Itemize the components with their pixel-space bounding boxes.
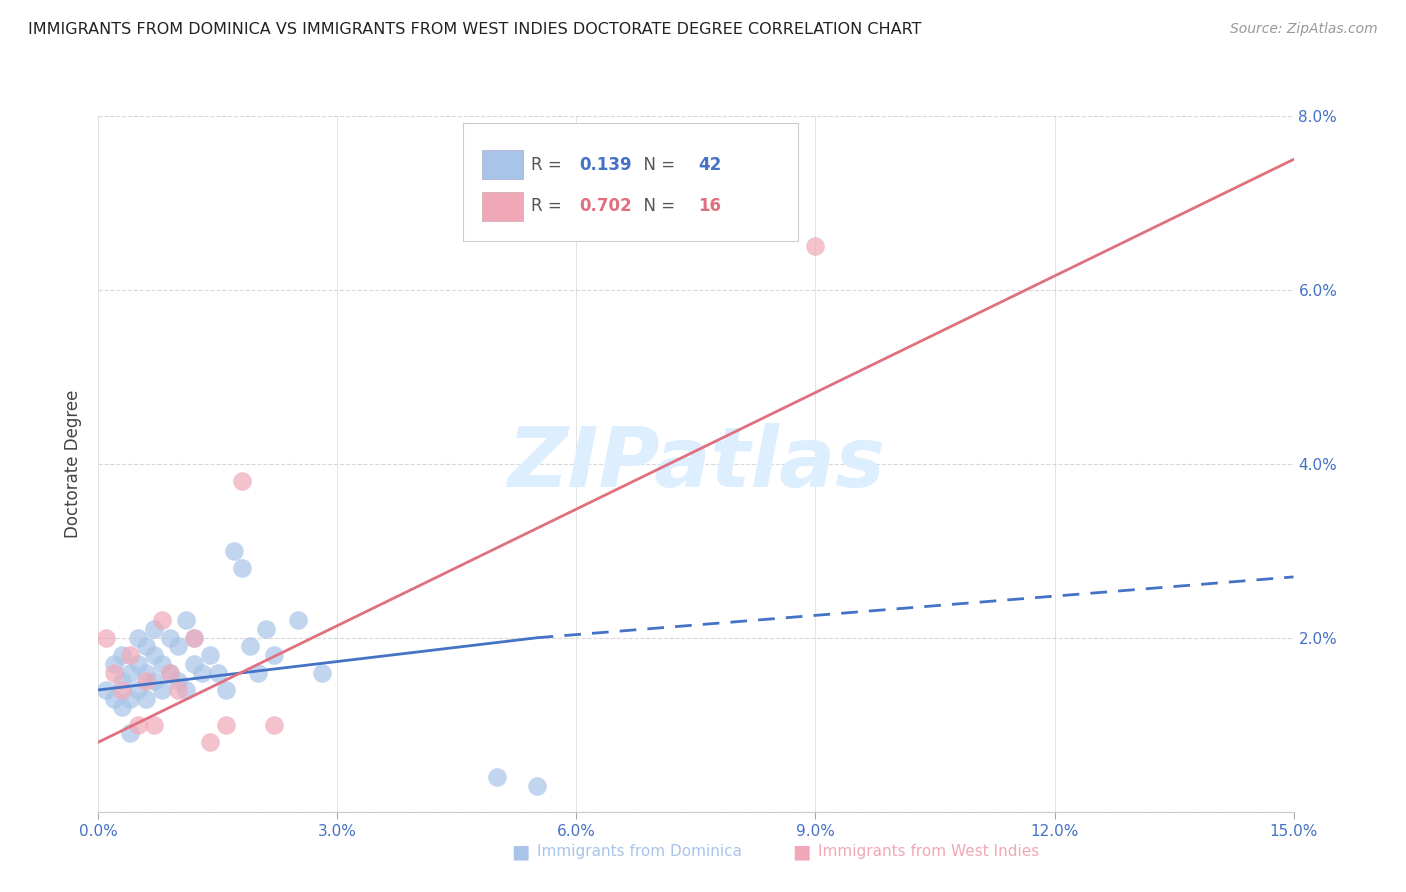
Point	[111, 700, 134, 714]
Point	[263, 717, 285, 731]
Text: 42: 42	[699, 156, 721, 174]
Point	[120, 665, 142, 680]
Point	[150, 614, 173, 628]
Point	[135, 665, 157, 680]
Point	[263, 648, 285, 662]
Y-axis label: Doctorate Degree: Doctorate Degree	[65, 390, 83, 538]
Point	[135, 674, 157, 689]
Point	[167, 674, 190, 689]
Point	[103, 657, 125, 671]
Point	[215, 717, 238, 731]
Point	[231, 475, 253, 489]
Point	[111, 648, 134, 662]
Point	[159, 665, 181, 680]
Point	[127, 683, 149, 698]
FancyBboxPatch shape	[463, 123, 797, 241]
Point	[111, 674, 134, 689]
Text: ■: ■	[792, 842, 811, 862]
Point	[103, 665, 125, 680]
Point	[183, 631, 205, 645]
Point	[198, 648, 221, 662]
Point	[103, 691, 125, 706]
Point	[222, 544, 245, 558]
Text: Source: ZipAtlas.com: Source: ZipAtlas.com	[1230, 22, 1378, 37]
Text: R =: R =	[531, 197, 567, 215]
Point	[183, 657, 205, 671]
Point	[143, 648, 166, 662]
Point	[150, 657, 173, 671]
Point	[143, 674, 166, 689]
Point	[254, 622, 277, 636]
Point	[311, 665, 333, 680]
Text: Immigrants from Dominica: Immigrants from Dominica	[537, 845, 742, 859]
Point	[120, 726, 142, 740]
Text: Immigrants from West Indies: Immigrants from West Indies	[818, 845, 1039, 859]
Point	[526, 779, 548, 793]
Point	[183, 631, 205, 645]
Point	[120, 691, 142, 706]
Point	[127, 631, 149, 645]
Point	[239, 640, 262, 654]
Point	[111, 683, 134, 698]
Point	[120, 648, 142, 662]
Point	[135, 640, 157, 654]
Point	[246, 665, 269, 680]
FancyBboxPatch shape	[482, 192, 523, 221]
Point	[174, 614, 197, 628]
Point	[143, 717, 166, 731]
Text: IMMIGRANTS FROM DOMINICA VS IMMIGRANTS FROM WEST INDIES DOCTORATE DEGREE CORRELA: IMMIGRANTS FROM DOMINICA VS IMMIGRANTS F…	[28, 22, 921, 37]
Point	[143, 622, 166, 636]
Point	[96, 631, 118, 645]
Point	[485, 770, 508, 784]
Text: 16: 16	[699, 197, 721, 215]
Text: ■: ■	[510, 842, 530, 862]
Point	[174, 683, 197, 698]
Text: N =: N =	[633, 197, 681, 215]
Point	[127, 717, 149, 731]
Point	[167, 683, 190, 698]
Point	[215, 683, 238, 698]
Text: N =: N =	[633, 156, 681, 174]
Point	[198, 735, 221, 749]
Point	[159, 631, 181, 645]
Point	[191, 665, 214, 680]
Point	[207, 665, 229, 680]
Point	[167, 640, 190, 654]
Text: R =: R =	[531, 156, 567, 174]
Point	[96, 683, 118, 698]
Text: 0.139: 0.139	[579, 156, 631, 174]
Point	[804, 239, 827, 253]
Point	[150, 683, 173, 698]
Point	[135, 691, 157, 706]
FancyBboxPatch shape	[482, 150, 523, 179]
Text: ZIPatlas: ZIPatlas	[508, 424, 884, 504]
Text: 0.702: 0.702	[579, 197, 631, 215]
Point	[287, 614, 309, 628]
Point	[127, 657, 149, 671]
Point	[159, 665, 181, 680]
Point	[231, 561, 253, 575]
